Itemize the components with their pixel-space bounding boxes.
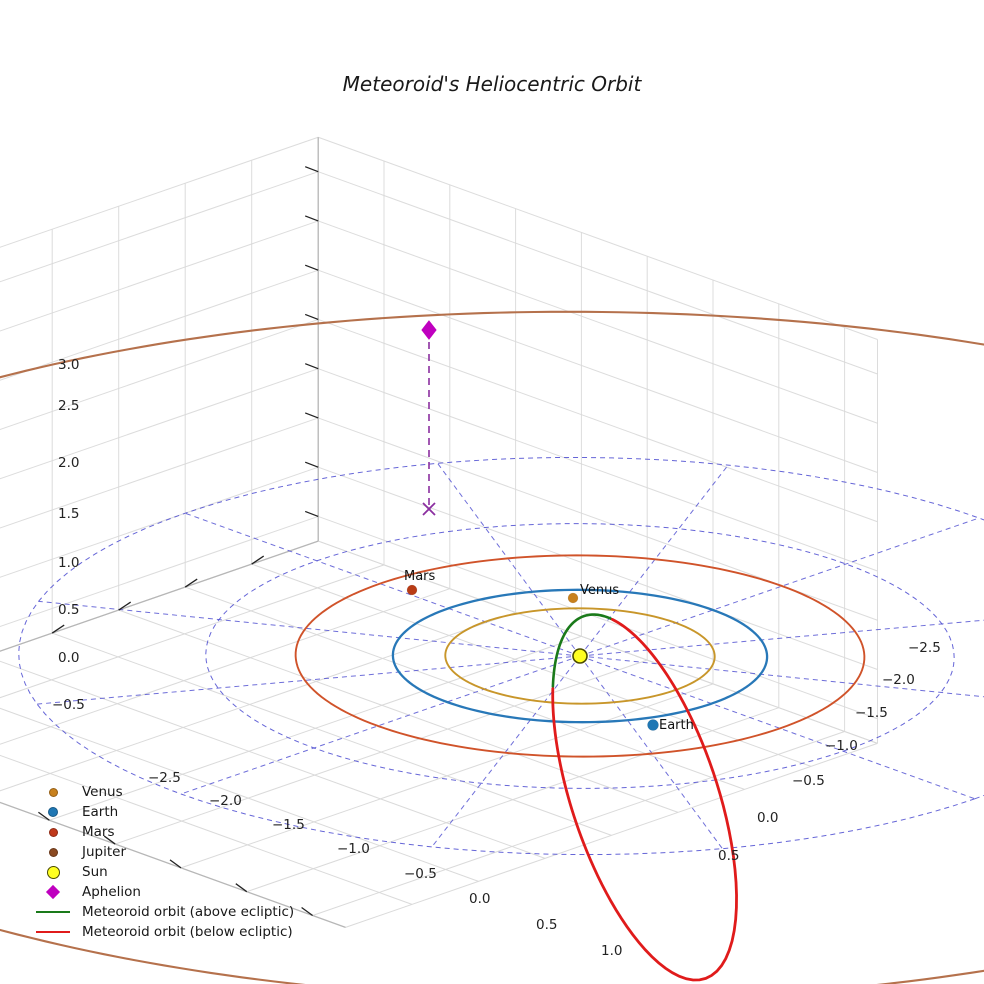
y-tick-label: −2.0 — [882, 672, 915, 688]
legend-item-meteoroid[interactable]: Meteoroid orbit (above ecliptic) — [30, 902, 330, 922]
body-marker-venus — [567, 592, 579, 604]
z-tick-label: 2.0 — [58, 455, 80, 471]
legend-circle-icon — [30, 782, 76, 802]
axes-panes — [0, 136, 878, 928]
legend-item-sun[interactable]: Sun — [30, 862, 330, 882]
legend-item-label: Venus — [82, 784, 123, 800]
y-tick-label: −0.5 — [792, 773, 825, 789]
z-tick-label: −0.5 — [52, 697, 85, 713]
z-tick-label: 1.0 — [58, 555, 80, 571]
legend-diamond-icon — [30, 882, 76, 902]
x-tick-label: 0.0 — [469, 891, 491, 907]
legend-item-label: Sun — [82, 864, 108, 880]
legend-item-venus[interactable]: Venus — [30, 782, 330, 802]
y-tick-label: 0.0 — [757, 810, 779, 826]
body-label-earth: Earth — [659, 718, 694, 733]
x-tick-label: 1.0 — [601, 943, 623, 959]
z-tick-label: 3.0 — [58, 357, 80, 373]
legend-circle-icon — [30, 802, 76, 822]
legend-item-earth[interactable]: Earth — [30, 802, 330, 822]
legend-line-icon — [30, 922, 76, 942]
legend-item-label: Meteoroid orbit (below ecliptic) — [82, 924, 293, 940]
page-title: Meteoroid's Heliocentric Orbit — [342, 72, 642, 96]
axis-tick-marks — [38, 166, 319, 917]
legend-item-label: Meteoroid orbit (above ecliptic) — [82, 904, 295, 920]
body-markers — [406, 320, 659, 731]
legend-circle-icon — [30, 842, 76, 862]
legend-item-label: Aphelion — [82, 884, 141, 900]
y-tick-label: −1.0 — [825, 738, 858, 754]
y-tick-label: −2.5 — [908, 640, 941, 656]
legend-item-mars[interactable]: Mars — [30, 822, 330, 842]
body-marker-mars — [406, 584, 418, 596]
legend-circle-icon — [30, 862, 76, 882]
x-tick-label: −0.5 — [404, 866, 437, 882]
legend-item-label: Mars — [82, 824, 115, 840]
z-tick-label: 0.0 — [58, 650, 80, 666]
aphelion-marker — [421, 320, 437, 340]
y-tick-label: 0.5 — [718, 848, 740, 864]
legend-item-aphelion[interactable]: Aphelion — [30, 882, 330, 902]
body-label-mars: Mars — [404, 569, 436, 584]
planet-orbit-paths — [0, 310, 984, 984]
body-marker-earth — [647, 719, 659, 731]
legend[interactable]: Venus Earth Mars Jupiter Sun Aphelion Meteoroi… — [30, 782, 330, 942]
z-tick-label: 2.5 — [58, 398, 80, 414]
z-tick-label: 0.5 — [58, 602, 80, 618]
body-label-venus: Venus — [580, 583, 620, 598]
x-tick-label: −2.5 — [148, 770, 181, 786]
x-tick-label: −1.5 — [272, 817, 305, 833]
legend-line-icon — [30, 902, 76, 922]
x-tick-label: −1.0 — [337, 841, 370, 857]
z-tick-label: 1.5 — [58, 506, 80, 522]
legend-circle-icon — [30, 822, 76, 842]
x-tick-label: −2.0 — [209, 793, 242, 809]
sun-marker — [572, 648, 588, 664]
y-tick-label: −1.5 — [855, 705, 888, 721]
legend-item-meteoroid[interactable]: Meteoroid orbit (below ecliptic) — [30, 922, 330, 942]
legend-item-label: Earth — [82, 804, 119, 820]
legend-item-label: Jupiter — [82, 844, 127, 860]
meteoroid-orbit-path — [551, 613, 738, 982]
legend-item-jupiter[interactable]: Jupiter — [30, 842, 330, 862]
x-tick-label: 0.5 — [536, 917, 558, 933]
